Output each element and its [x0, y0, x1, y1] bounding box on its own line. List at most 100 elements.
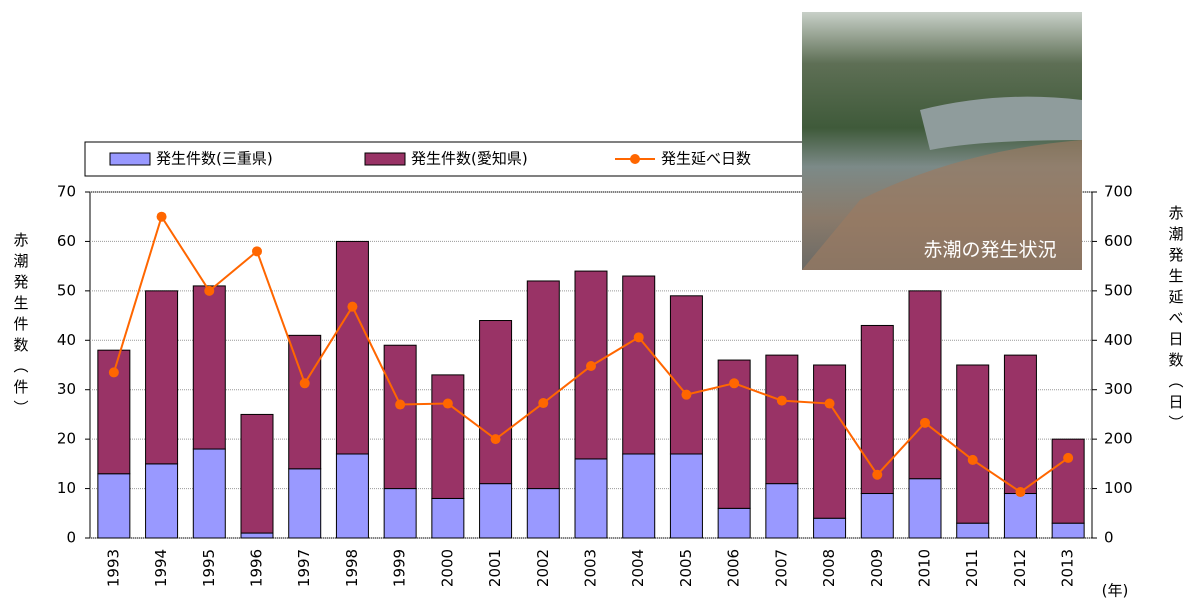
- legend: 発生件数(三重県) 発生件数(愛知県) 発生延べ日数: [109, 150, 751, 168]
- bar: [765, 483, 799, 539]
- legend-label: 発生件数(三重県): [156, 150, 273, 168]
- x-tick-label: 1999: [391, 549, 409, 587]
- legend-swatch: [364, 152, 406, 166]
- y-tick-label: 70: [57, 183, 76, 201]
- x-tick-label: 2001: [486, 549, 504, 587]
- y-tick-label: 50: [57, 281, 76, 299]
- line-point: [252, 246, 262, 257]
- y2-tick-label: 300: [1104, 380, 1133, 398]
- bar: [145, 463, 179, 539]
- bar: [383, 488, 417, 539]
- bar: [1051, 522, 1085, 539]
- bar: [622, 275, 656, 455]
- y-tick-label: 20: [57, 430, 76, 448]
- bar: [574, 458, 608, 539]
- bar: [765, 354, 799, 485]
- x-tick-label: 2005: [677, 549, 695, 587]
- legend-swatch: [630, 154, 640, 164]
- y-tick-label: 40: [57, 331, 76, 349]
- line-point: [204, 285, 215, 296]
- x-tick-label: 1993: [104, 549, 122, 587]
- x-tick-label: 2004: [629, 549, 647, 587]
- bar: [622, 453, 656, 539]
- bar: [479, 320, 513, 485]
- bar: [1003, 354, 1037, 495]
- legend-label: 発生件数(愛知県): [411, 150, 528, 168]
- x-tick-label: 2000: [438, 549, 456, 587]
- x-tick-label: 2003: [582, 549, 600, 587]
- line-point: [586, 360, 596, 371]
- y2-tick-label: 0: [1104, 529, 1114, 547]
- bar: [1051, 438, 1085, 524]
- bar: [860, 324, 894, 495]
- x-tick-label: 2009: [868, 549, 886, 587]
- line-point: [1063, 452, 1074, 463]
- bar: [717, 507, 751, 539]
- x-tick-label: 2011: [963, 549, 981, 587]
- bar: [240, 413, 274, 534]
- y-tick-label: 60: [57, 232, 76, 250]
- x-tick-label: 2008: [820, 549, 838, 587]
- line-point: [824, 398, 835, 409]
- bar: [669, 453, 703, 539]
- y-tick-label: 30: [57, 380, 76, 398]
- line-point: [442, 398, 453, 409]
- legend-swatch: [109, 152, 151, 166]
- x-tick-label: 2002: [534, 549, 552, 587]
- line-point: [490, 434, 501, 445]
- line-point: [681, 389, 692, 400]
- line-point: [538, 398, 549, 409]
- bar: [288, 468, 322, 539]
- bar: [192, 448, 226, 539]
- y2-tick-label: 100: [1104, 479, 1133, 497]
- bar: [240, 532, 274, 539]
- photo-sea: [920, 96, 1082, 150]
- x-tick-label: 1998: [343, 549, 361, 587]
- bar: [288, 334, 322, 470]
- bar: [813, 364, 847, 519]
- line-point: [299, 378, 310, 389]
- line-point: [395, 399, 406, 410]
- bar: [97, 473, 131, 539]
- y2-tick-label: 400: [1104, 331, 1133, 349]
- photo-tide: [802, 140, 1082, 270]
- line-point: [776, 395, 787, 406]
- bar: [669, 295, 703, 455]
- line-point: [633, 332, 644, 343]
- x-tick-label: 2013: [1059, 549, 1077, 587]
- y2-tick-label: 200: [1104, 430, 1133, 448]
- y2-tick-label: 500: [1104, 281, 1133, 299]
- y2-axis-title: 赤潮発生延べ日数（日）: [1167, 205, 1184, 436]
- line-point: [156, 211, 167, 222]
- legend-label: 発生延べ日数: [661, 150, 751, 168]
- bar: [908, 290, 942, 480]
- y-tick-label: 10: [57, 479, 76, 497]
- y2-tick-label: 600: [1104, 232, 1133, 250]
- bar: [526, 280, 560, 490]
- x-tick-label: 1997: [295, 549, 313, 587]
- y2-tick-label: 700: [1104, 183, 1133, 201]
- line-point: [347, 301, 358, 312]
- bar: [335, 240, 369, 455]
- photo: 赤潮の発生状況: [802, 12, 1082, 270]
- bar: [956, 364, 990, 524]
- x-tick-label: 2007: [772, 549, 790, 587]
- bar: [335, 453, 369, 539]
- x-tick-label: 1996: [248, 549, 266, 587]
- line-point: [920, 417, 930, 428]
- bar: [145, 290, 179, 465]
- y-tick-label: 0: [66, 529, 76, 547]
- x-tick-label: 1995: [200, 549, 218, 587]
- bar: [1003, 493, 1037, 539]
- bar: [431, 374, 465, 499]
- x-tick-label: 2010: [916, 549, 934, 587]
- bar: [908, 478, 942, 539]
- y-axis-title: 赤潮発生件数（件）: [12, 232, 30, 421]
- bar: [860, 493, 894, 539]
- bar: [479, 483, 513, 539]
- x-tick-label: 2006: [725, 549, 743, 587]
- bar: [526, 488, 560, 539]
- bar: [813, 517, 847, 539]
- line-point: [1015, 487, 1026, 498]
